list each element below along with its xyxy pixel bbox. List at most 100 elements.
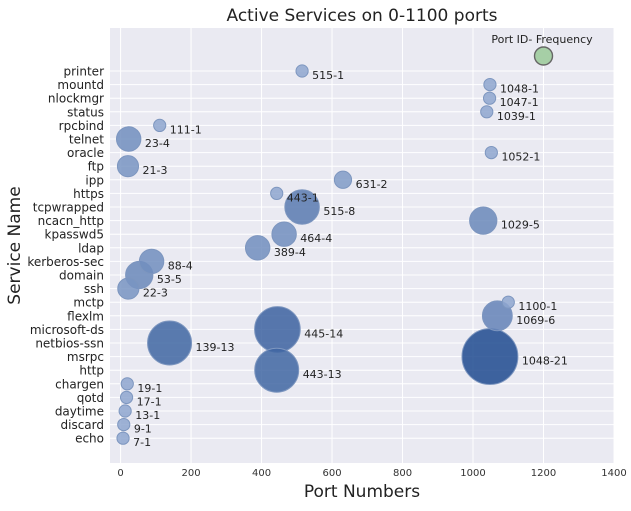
bubble	[117, 418, 131, 432]
data-label: 17-1	[137, 395, 162, 408]
x-tick-label: 400	[252, 468, 271, 479]
bubble	[119, 390, 134, 404]
data-label: 13-1	[135, 409, 160, 422]
bubble	[153, 118, 167, 133]
y-tick-label: mountd	[57, 78, 104, 92]
y-tick-label: microsoft-ds	[30, 323, 104, 337]
y-tick-label: printer	[63, 65, 104, 79]
data-label: 1100-1	[518, 300, 557, 313]
x-tick-labels: 0 200 400 600 800 1000 1200 1400	[117, 468, 626, 479]
bubble	[116, 431, 130, 445]
y-tick-label: kpasswd5	[45, 228, 105, 242]
y-tick-label: mctp	[73, 296, 104, 310]
data-label: 1052-1	[501, 151, 540, 164]
plot-background	[110, 28, 614, 463]
bubble	[484, 146, 498, 160]
bubble	[117, 277, 140, 300]
y-tick-label: qotd	[77, 391, 104, 405]
bubble	[116, 155, 140, 178]
x-tick-label: 1000	[460, 468, 485, 479]
data-label: 1069-6	[516, 314, 555, 327]
y-tick-label: ncacn_http	[38, 214, 104, 228]
x-tick-label: 600	[322, 468, 341, 479]
bubbles	[115, 64, 519, 445]
bubble	[480, 105, 494, 119]
y-tick-label: oracle	[67, 146, 104, 160]
y-tick-label: netbios-ssn	[35, 337, 104, 351]
y-tick-label: chargen	[55, 377, 104, 391]
data-label: 111-1	[170, 123, 202, 136]
data-labels: 7-19-113-117-119-1 443-13 1048-21 139-13 445…	[133, 69, 568, 449]
data-label: 21-3	[143, 164, 168, 177]
bubble	[254, 347, 300, 393]
data-label: 464-4	[300, 232, 332, 245]
data-label: 23-4	[145, 137, 170, 150]
y-axis-label: Service Name	[5, 186, 25, 304]
y-tick-label: ftp	[88, 160, 104, 174]
x-tick-label: 1200	[531, 468, 556, 479]
data-label: 1039-1	[497, 110, 536, 123]
y-tick-label: domain	[59, 269, 104, 283]
legend-marker	[533, 46, 554, 66]
data-label: 1029-5	[501, 219, 540, 232]
data-label: 53-5	[157, 273, 182, 286]
data-label: 445-14	[304, 327, 343, 340]
data-label: 7-1	[133, 436, 151, 449]
y-tick-label: status	[67, 105, 104, 119]
y-tick-label: msrpc	[67, 350, 104, 364]
bubble	[254, 306, 301, 353]
bubble	[118, 404, 132, 418]
bubble	[469, 206, 498, 235]
bubble	[271, 221, 297, 247]
grid-lines	[110, 28, 615, 463]
bubble	[115, 126, 142, 152]
x-tick-label: 1400	[601, 468, 626, 479]
x-axis-label: Port Numbers	[304, 482, 420, 502]
data-label: 1048-1	[500, 83, 539, 96]
data-label: 443-1	[287, 191, 319, 204]
data-label: 443-13	[303, 368, 342, 381]
x-tick-label: 0	[117, 468, 123, 479]
bubble	[295, 64, 309, 78]
data-label: 515-1	[312, 69, 344, 82]
legend: Port ID- Frequency	[491, 33, 593, 66]
data-label: 1047-1	[500, 96, 539, 109]
y-tick-label: https	[73, 187, 104, 201]
y-tick-label: ldap	[78, 241, 104, 255]
y-tick-label: http	[79, 364, 104, 378]
bubble	[120, 377, 134, 391]
y-tick-label: ssh	[84, 282, 104, 296]
y-tick-label: telnet	[69, 133, 104, 147]
bubble	[147, 320, 193, 366]
y-tick-label: kerberos-sec	[27, 255, 104, 269]
y-tick-label: rpcbind	[59, 119, 104, 133]
chart-title: Active Services on 0-1100 ports	[227, 6, 498, 26]
y-tick-labels: echodiscarddaytimeqotdchargenhttpmsrpcne…	[27, 65, 104, 446]
bubble	[483, 78, 497, 92]
bubble	[501, 295, 515, 309]
bubble	[333, 170, 353, 189]
bubble	[482, 91, 497, 105]
bubble	[461, 328, 519, 386]
data-label: 389-4	[274, 246, 306, 259]
y-tick-label: ipp	[85, 173, 104, 187]
data-label: 9-1	[134, 423, 152, 436]
legend-label: Port ID- Frequency	[491, 33, 593, 46]
data-label: 19-1	[137, 382, 162, 395]
y-tick-label: echo	[75, 432, 104, 446]
bubble	[284, 189, 320, 225]
y-tick-label: discard	[61, 418, 105, 432]
bubble	[138, 248, 165, 275]
y-tick-label: tcpwrapped	[33, 201, 104, 215]
x-tick-label: 200	[182, 468, 201, 479]
x-tick-label: 800	[393, 468, 412, 479]
data-label: 515-8	[323, 205, 355, 218]
bubble	[244, 235, 271, 261]
y-tick-label: daytime	[55, 405, 104, 419]
data-label: 1048-21	[522, 355, 568, 368]
data-label: 631-2	[356, 178, 388, 191]
data-label: 88-4	[168, 259, 193, 272]
data-label: 139-13	[196, 341, 235, 354]
bubble	[270, 186, 284, 200]
